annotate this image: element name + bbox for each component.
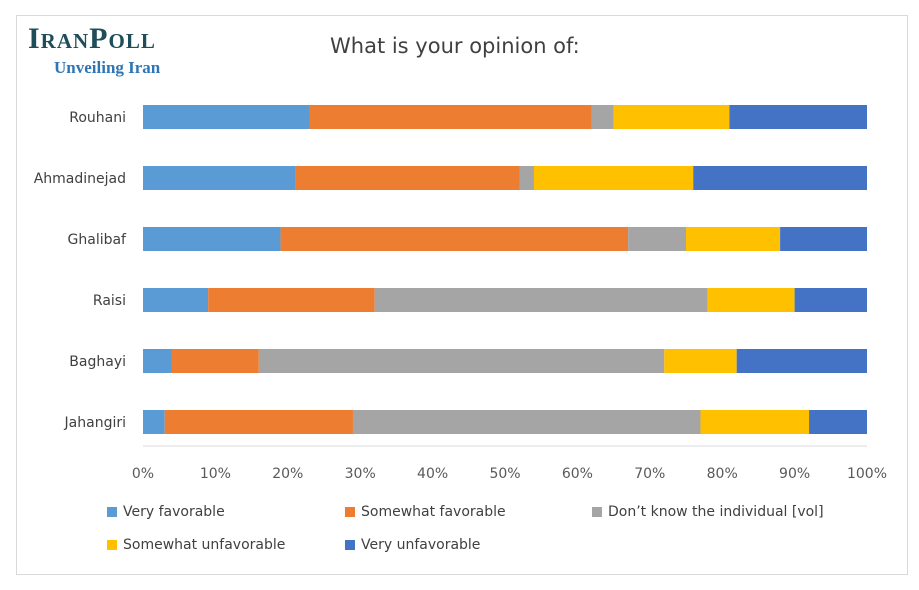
bar-segment-rouhani-0 — [143, 105, 310, 129]
bar-segment-ghalibaf-2 — [628, 227, 686, 251]
x-tick-label: 80% — [707, 466, 738, 482]
x-tick-label: 20% — [272, 466, 303, 482]
x-tick-label: 10% — [200, 466, 231, 482]
bar-segment-rouhani-3 — [613, 105, 730, 129]
bar-segment-ahmadinejad-2 — [519, 166, 534, 190]
bar-segment-jahangiri-0 — [143, 410, 165, 434]
category-label-rouhani: Rouhani — [69, 110, 126, 126]
bar-segment-raisi-4 — [794, 288, 867, 312]
bar-segment-raisi-0 — [143, 288, 209, 312]
x-tick-label: 0% — [132, 466, 154, 482]
category-label-raisi: Raisi — [93, 293, 126, 309]
bar-segment-ahmadinejad-0 — [143, 166, 296, 190]
bar-segment-raisi-2 — [374, 288, 708, 312]
x-tick-label: 70% — [634, 466, 665, 482]
x-tick-label: 50% — [489, 466, 520, 482]
bar-segment-rouhani-4 — [729, 105, 867, 129]
iranpoll-logo: IranPoll Unveiling Iran — [28, 22, 160, 78]
bar-segment-raisi-1 — [208, 288, 375, 312]
x-tick-label: 60% — [562, 466, 593, 482]
bar-segment-jahangiri-3 — [700, 410, 810, 434]
bar-segment-rouhani-2 — [591, 105, 614, 129]
x-tick-label: 40% — [417, 466, 448, 482]
bar-segment-baghayi-3 — [664, 349, 737, 373]
bar-segment-ghalibaf-3 — [686, 227, 781, 251]
category-label-ghalibaf: Ghalibaf — [68, 232, 128, 248]
logo-subtitle: Unveiling Iran — [54, 58, 161, 77]
bar-segment-ghalibaf-0 — [143, 227, 281, 251]
bar-segment-jahangiri-2 — [352, 410, 701, 434]
category-label-ahmadinejad: Ahmadinejad — [34, 171, 126, 187]
bar-segment-ghalibaf-4 — [780, 227, 867, 251]
bar-segment-baghayi-1 — [171, 349, 259, 373]
x-tick-label: 100% — [847, 466, 887, 482]
category-label-baghayi: Baghayi — [69, 354, 126, 370]
bar-segment-raisi-3 — [707, 288, 795, 312]
x-tick-label: 30% — [345, 466, 376, 482]
bar-segment-rouhani-1 — [309, 105, 592, 129]
bar-segment-jahangiri-4 — [809, 410, 867, 434]
bar-segment-ahmadinejad-1 — [295, 166, 520, 190]
bar-segment-jahangiri-1 — [164, 410, 353, 434]
bar-segment-baghayi-2 — [258, 349, 665, 373]
category-label-jahangiri: Jahangiri — [64, 415, 126, 431]
bar-segment-baghayi-0 — [143, 349, 172, 373]
bar-segment-ghalibaf-1 — [280, 227, 629, 251]
chart-title: What is your opinion of: — [330, 34, 580, 58]
bar-segment-baghayi-4 — [736, 349, 867, 373]
bar-segment-ahmadinejad-4 — [693, 166, 867, 190]
bar-segment-ahmadinejad-3 — [533, 166, 694, 190]
x-tick-label: 90% — [779, 466, 810, 482]
logo-title: IranPoll — [28, 22, 156, 55]
